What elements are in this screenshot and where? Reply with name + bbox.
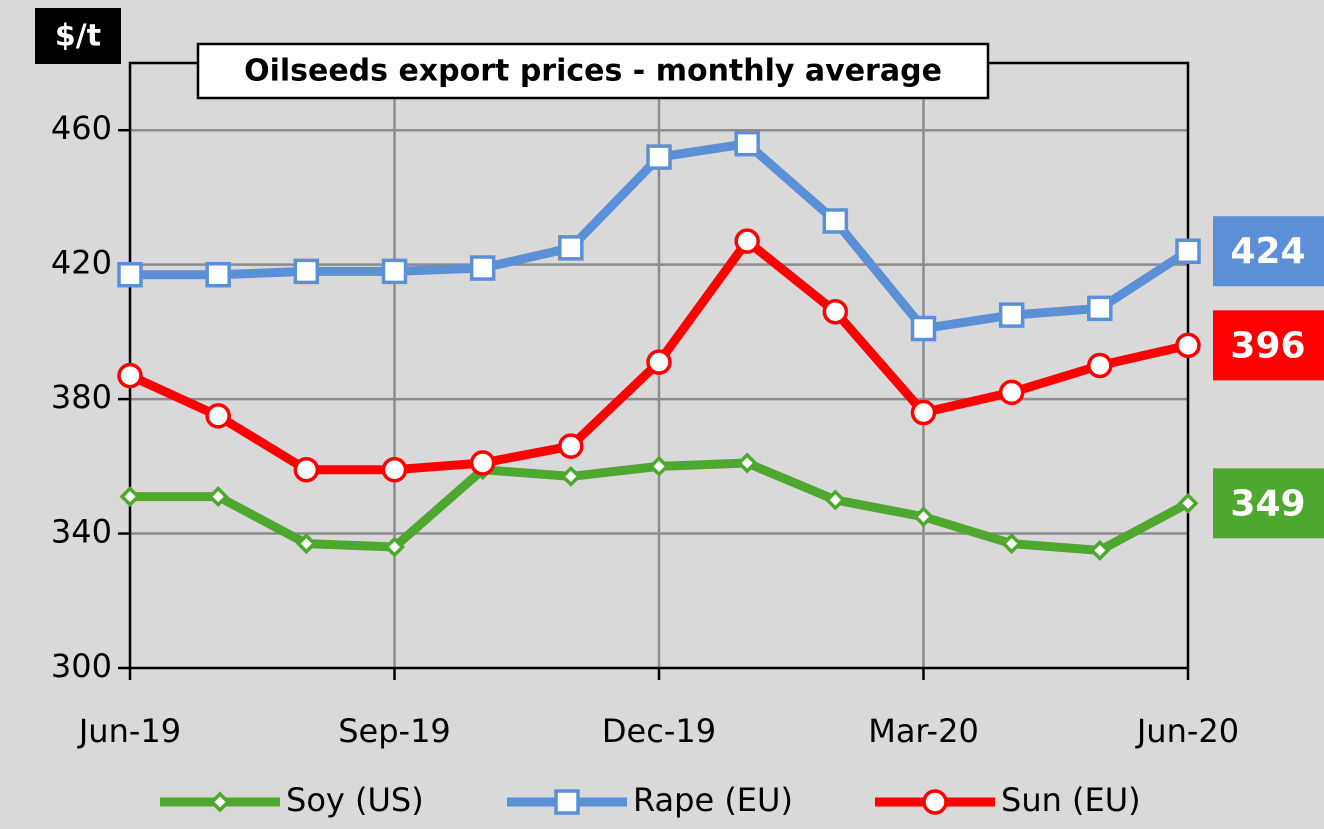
legend-item: Sun (EU) (875, 781, 1141, 819)
data-point (384, 536, 405, 558)
data-point (295, 533, 317, 555)
y-tick-label: 460 (51, 109, 112, 147)
data-point (117, 362, 143, 389)
data-point (469, 255, 496, 281)
y-tick-label: 380 (51, 378, 112, 416)
data-point (1175, 332, 1201, 359)
legend-label: Sun (EU) (1001, 781, 1141, 819)
data-point (117, 262, 143, 288)
data-point (205, 403, 231, 429)
end-label-box (1213, 468, 1324, 539)
legend-marker (922, 789, 948, 815)
y-tick-label: 300 (51, 647, 112, 685)
end-label-box (1213, 216, 1324, 287)
legend-label: Soy (US) (286, 781, 424, 819)
data-point (293, 258, 320, 285)
x-tick-label: Sep-19 (338, 712, 451, 750)
x-tick-label: Jun-20 (1135, 712, 1239, 750)
legend-marker (554, 789, 580, 815)
end-label: 396 (1230, 325, 1305, 366)
data-point (913, 506, 934, 528)
data-point (648, 455, 670, 477)
data-point (734, 228, 760, 254)
data-point (998, 379, 1025, 406)
data-point (1089, 539, 1111, 561)
legend-label: Rape (EU) (633, 781, 793, 819)
data-point (910, 315, 937, 342)
data-point (646, 349, 672, 375)
legend-item: Rape (EU) (507, 781, 793, 819)
y-label-box (35, 8, 121, 64)
data-point (998, 302, 1025, 328)
data-point (736, 452, 758, 474)
data-point (293, 456, 320, 483)
data-point (1177, 492, 1199, 514)
end-label-box (1213, 310, 1324, 381)
data-point (558, 433, 584, 459)
legend-marker (209, 791, 231, 813)
x-tick-label: Jun-19 (77, 712, 181, 750)
data-point (1001, 533, 1023, 555)
data-point (381, 258, 408, 285)
data-point (734, 130, 760, 157)
data-point (560, 465, 582, 487)
title-box (196, 42, 990, 100)
data-point (205, 262, 231, 288)
y-axis-label: $/t (55, 19, 101, 54)
data-point (558, 235, 584, 261)
data-point (824, 489, 846, 511)
end-label: 424 (1230, 231, 1305, 272)
data-point (381, 456, 408, 483)
data-point (822, 298, 849, 325)
data-point (646, 144, 672, 170)
data-point (207, 486, 229, 508)
data-point (1175, 238, 1201, 264)
chart-title: Oilseeds export prices - monthly average (244, 54, 942, 89)
y-tick-label: 420 (51, 244, 112, 282)
x-tick-label: Mar-20 (868, 712, 979, 750)
x-tick-label: Dec-19 (602, 712, 716, 750)
data-point (1087, 295, 1113, 322)
data-point (910, 399, 937, 426)
data-point (119, 486, 141, 508)
data-point (469, 450, 496, 476)
y-tick-label: 340 (51, 513, 112, 551)
data-point (822, 208, 849, 234)
end-label: 349 (1230, 483, 1305, 524)
data-point (1087, 352, 1113, 379)
legend-item: Soy (US) (160, 781, 424, 819)
